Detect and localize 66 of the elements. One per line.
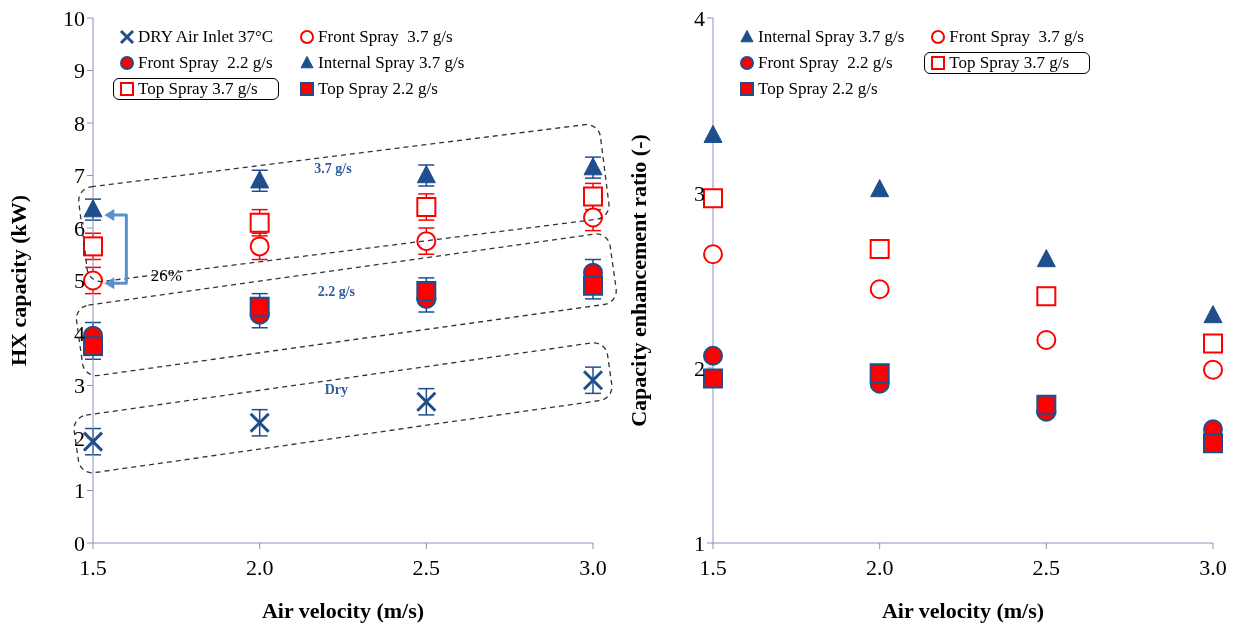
annotation: 3.7 g/s (314, 161, 353, 177)
legend-label: Front Spray 3.7 g/s (949, 27, 1084, 47)
point (416, 197, 437, 217)
point (583, 207, 603, 228)
legend-label: Front Spray 3.7 g/s (318, 27, 453, 47)
y-tick-label: 6 (74, 215, 85, 241)
y-axis-title: Capacity enhancement ratio (-) (625, 134, 651, 427)
x-tick-label: 3.0 (1199, 554, 1227, 580)
annotation: 26% (150, 266, 182, 286)
x-tick-label: 1.5 (79, 554, 107, 580)
x-tick-label: 2.0 (865, 554, 894, 580)
point (703, 244, 723, 265)
point (1203, 359, 1223, 380)
point (416, 231, 437, 252)
point (869, 239, 890, 259)
point (703, 124, 723, 143)
point (703, 368, 723, 389)
y-tick-label: 2 (74, 425, 85, 451)
y-tick-label: 10 (63, 5, 85, 31)
point (1203, 305, 1223, 324)
legend-label: Top Spray 3.7 g/s (138, 79, 258, 99)
y-tick-label: 3 (74, 373, 85, 399)
legend-label: Top Spray 2.2 g/s (318, 79, 438, 99)
y-tick-label: 8 (74, 110, 85, 136)
point (869, 363, 890, 384)
y-tick-label: 1 (694, 530, 705, 556)
point (249, 236, 270, 257)
x-tick-label: 3.0 (579, 554, 607, 580)
point (83, 236, 103, 257)
x-axis-title: Air velocity (m/s) (261, 598, 425, 623)
legend-label: Front Spray 2.2 g/s (758, 53, 893, 73)
point (1036, 330, 1057, 350)
x-tick-label: 2.5 (412, 554, 441, 580)
point (703, 345, 723, 366)
x-axis-title: Air velocity (m/s) (881, 598, 1045, 623)
x-tick-label: 2.5 (1032, 554, 1061, 580)
y-tick-label: 7 (74, 163, 85, 189)
point (869, 279, 890, 300)
point (1036, 394, 1057, 415)
legend-label: Internal Spray 3.7 g/s (758, 27, 905, 47)
legend-label: DRY Air Inlet 37°C (138, 27, 274, 47)
annotation: Dry (324, 381, 348, 397)
y-tick-label: 5 (74, 268, 85, 294)
y-tick-label: 0 (74, 530, 85, 556)
point (249, 412, 271, 434)
point (1203, 433, 1223, 454)
point (1036, 286, 1057, 307)
x-tick-label: 1.5 (699, 554, 727, 580)
point (870, 179, 890, 198)
point (83, 270, 103, 291)
point (703, 188, 723, 209)
point (82, 431, 104, 453)
point (1036, 249, 1056, 268)
y-tick-label: 2 (694, 355, 705, 381)
annotation: 2.2 g/s (317, 283, 356, 299)
legend-label: Top Spray 3.7 g/s (949, 53, 1070, 73)
legend-label: Top Spray 2.2 g/s (758, 79, 878, 99)
y-tick-label: 4 (694, 5, 705, 31)
y-tick-label: 9 (74, 58, 85, 84)
point (415, 391, 437, 413)
point (1203, 333, 1223, 354)
legend-label: Internal Spray 3.7 g/s (318, 53, 465, 73)
y-axis-title: HX capacity (kW) (5, 194, 31, 367)
y-tick-label: 1 (74, 478, 85, 504)
x-tick-label: 2.0 (245, 554, 274, 580)
legend-label: Front Spray 2.2 g/s (138, 53, 273, 73)
